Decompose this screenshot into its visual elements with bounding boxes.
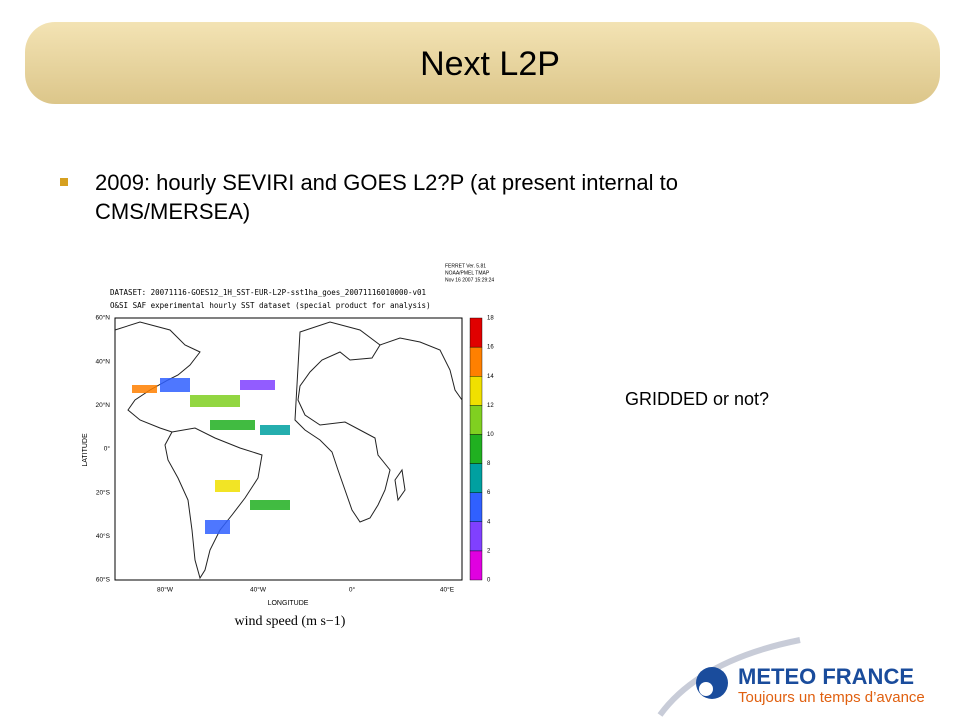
- colorbar-label: 16: [487, 345, 494, 351]
- colorbar-swatch: [469, 463, 483, 493]
- logo-mark: [696, 667, 728, 699]
- map-frame: [114, 317, 463, 581]
- colorbar-swatch: [469, 376, 483, 406]
- lat-label: 20°N: [95, 401, 110, 409]
- colorbar-label: 14: [487, 374, 494, 380]
- data-swath: [132, 378, 290, 534]
- lat-label: 0°: [104, 445, 111, 453]
- lon-label: 40°E: [440, 586, 455, 594]
- figure-stamp: NOAA/PMEL TMAP: [445, 270, 490, 276]
- coastlines: [114, 321, 463, 580]
- colorbar-label: 4: [487, 519, 491, 525]
- bullet-text: CMS/MERSEA): [95, 199, 250, 224]
- colorbar-label: 18: [487, 316, 494, 322]
- figure-stamp: Nov 16 2007 15:29:24: [445, 277, 494, 283]
- bullet-text: 2009: hourly SEVIRI and GOES L2?P (at pr…: [95, 170, 678, 195]
- lon-label: 80°W: [157, 586, 174, 594]
- logo-mark: [699, 682, 713, 696]
- logo-name: METEO FRANCE: [738, 664, 914, 689]
- lat-label: 40°S: [96, 532, 111, 540]
- lon-label: 0°: [349, 586, 356, 594]
- colorbar-swatch: [469, 550, 483, 581]
- lat-label: 40°N: [95, 357, 110, 365]
- lat-label: 60°N: [95, 314, 110, 322]
- colorbar-label: 8: [487, 461, 491, 467]
- lat-label: 20°S: [96, 488, 111, 496]
- colorbar-label: 10: [487, 432, 494, 438]
- colorbar-label: 2: [487, 548, 491, 554]
- lat-label: 60°S: [96, 576, 111, 584]
- lon-label: 40°W: [250, 586, 267, 594]
- title-band: [25, 22, 940, 104]
- colorbar-label: 0: [487, 578, 491, 584]
- figure-header: O&SI SAF experimental hourly SST dataset…: [110, 301, 431, 310]
- x-axis-label: LONGITUDE: [268, 600, 309, 607]
- figure-caption: wind speed (m s−1): [235, 614, 346, 629]
- colorbar-swatch: [469, 346, 483, 377]
- colorbar-label: 12: [487, 403, 494, 409]
- y-axis-label: LATITUDE: [82, 433, 89, 467]
- colorbar-swatch: [469, 492, 483, 522]
- bullet-marker: [60, 178, 68, 186]
- slide-title: Next L2P: [420, 45, 560, 83]
- colorbar-swatch: [469, 521, 483, 552]
- colorbar-swatch: [469, 434, 483, 464]
- side-note: GRIDDED or not?: [625, 389, 769, 409]
- colorbar-swatch: [469, 405, 483, 435]
- map-figure: DATASET: 20071116-GOES12_1H_SST-EUR-L2P-…: [82, 263, 495, 629]
- colorbar-swatch: [469, 317, 483, 348]
- figure-stamp: FERRET Ver. 5.81: [445, 263, 486, 269]
- colorbar-label: 6: [487, 490, 491, 496]
- figure-header: DATASET: 20071116-GOES12_1H_SST-EUR-L2P-…: [110, 288, 426, 297]
- logo-tagline: Toujours un temps d’avance: [738, 689, 925, 706]
